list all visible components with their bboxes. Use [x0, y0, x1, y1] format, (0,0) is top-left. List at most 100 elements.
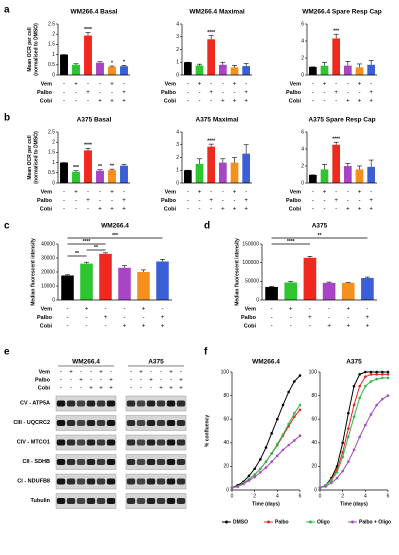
treatment-label: Palbo [286, 198, 302, 204]
series-point [293, 439, 296, 442]
y-tick-label: 40 [223, 440, 229, 446]
treatment-sign: + [244, 198, 248, 204]
y-tick-label: 0 [256, 297, 259, 303]
series-point [375, 403, 378, 407]
y-tick-label: 1 [176, 60, 179, 66]
series-point [341, 455, 344, 459]
treatment-sign: - [222, 190, 224, 196]
y-tick-label: 1.5 [48, 42, 55, 48]
treatment-sign: - [312, 207, 314, 213]
chart-title: A375 Basal [77, 117, 112, 124]
bar [230, 67, 239, 75]
x-tick-label: 6 [299, 493, 302, 499]
panel-label: f [204, 347, 208, 358]
treatment-sign: + [334, 198, 338, 204]
treatment-sign: - [87, 99, 89, 105]
treatment-sign: - [187, 90, 189, 96]
bar [230, 162, 239, 183]
treatment-sign: + [289, 307, 293, 313]
legend-label: Palbo [275, 519, 289, 525]
series-point [230, 486, 234, 489]
series-point [276, 454, 279, 458]
treatment-sign: - [347, 315, 349, 321]
series-point [386, 394, 390, 397]
treatment-label: Vem [290, 189, 301, 195]
blot-band [136, 420, 146, 426]
treatment-sign: - [347, 190, 349, 196]
chart-title: WM266.4 [101, 223, 129, 230]
series-point [247, 479, 251, 482]
treatment-sign: + [169, 386, 173, 392]
bar [156, 261, 169, 300]
treatment-sign: - [271, 315, 273, 321]
bar [332, 38, 341, 75]
blot-band [86, 498, 96, 504]
bar [332, 144, 341, 183]
treatment-sign: + [233, 190, 237, 196]
band-label: CIV - MTCO1 [17, 439, 50, 445]
treatment-sign: - [60, 386, 62, 392]
treatment-sign: + [358, 207, 362, 213]
y-tick-label: 2.5 [48, 21, 55, 27]
treatment-label: Palbo [37, 90, 53, 96]
treatment-sign: - [324, 90, 326, 96]
blot-band [136, 478, 146, 485]
treatment-label: Cobi [40, 98, 53, 104]
treatment-sign: - [87, 207, 89, 213]
treatment-sign: - [67, 324, 69, 330]
series-point [358, 435, 361, 439]
series-point [352, 403, 356, 407]
series-point [270, 432, 273, 435]
series-point [364, 384, 367, 388]
y-tick-label: 1 [52, 160, 55, 166]
treatment-sign: - [234, 198, 236, 204]
series-point [236, 485, 239, 488]
treatment-sign: - [347, 82, 349, 88]
blot-band [86, 439, 96, 446]
treatment-sign: + [122, 99, 126, 105]
bar [308, 66, 317, 75]
treatment-sign: - [63, 198, 65, 204]
bar [60, 162, 68, 183]
y-tick-label: 2 [176, 155, 179, 161]
treatment-sign: + [110, 99, 114, 105]
y-tick-label: 0 [301, 72, 304, 78]
blot-band [66, 439, 76, 446]
series-point [287, 443, 290, 447]
y-tick-label: 0 [314, 487, 317, 493]
blot-band [86, 459, 96, 465]
blot-band [176, 459, 186, 465]
blot-strip [55, 395, 117, 412]
treatment-sign: - [63, 190, 65, 196]
treatment-sign: - [100, 378, 102, 384]
x-tick-label: 2 [253, 493, 256, 499]
blot-band [106, 498, 116, 504]
treatment-sign: - [143, 315, 145, 321]
series-point [330, 479, 333, 482]
treatment-sign: + [110, 207, 114, 213]
blot-band [176, 420, 186, 426]
x-tick-label: 0 [231, 493, 234, 499]
bar [242, 153, 251, 183]
treatment-label: Vem [39, 369, 50, 375]
treatment-sign: - [99, 190, 101, 196]
blot-band [166, 400, 176, 407]
y-tick-label: 60 [223, 417, 229, 423]
blot-strip [55, 454, 117, 470]
series-point [335, 476, 339, 480]
band-label: CI - NDUFB8 [17, 478, 50, 484]
blot-band [86, 478, 96, 485]
blot-band [66, 420, 76, 426]
treatment-sign: + [366, 324, 370, 330]
y-tick-label: 6 [301, 129, 304, 135]
treatment-sign: - [210, 82, 212, 88]
bar [303, 257, 317, 300]
treatment-sign: - [290, 324, 292, 330]
treatment-sign: - [124, 307, 126, 313]
y-axis-label: Mean OCR per cell [27, 135, 33, 180]
x-tick-label: 0 [319, 493, 322, 499]
y-tick-label: 0.5 [48, 62, 55, 68]
bar [108, 170, 116, 183]
bar [120, 165, 128, 183]
bar [242, 66, 251, 75]
